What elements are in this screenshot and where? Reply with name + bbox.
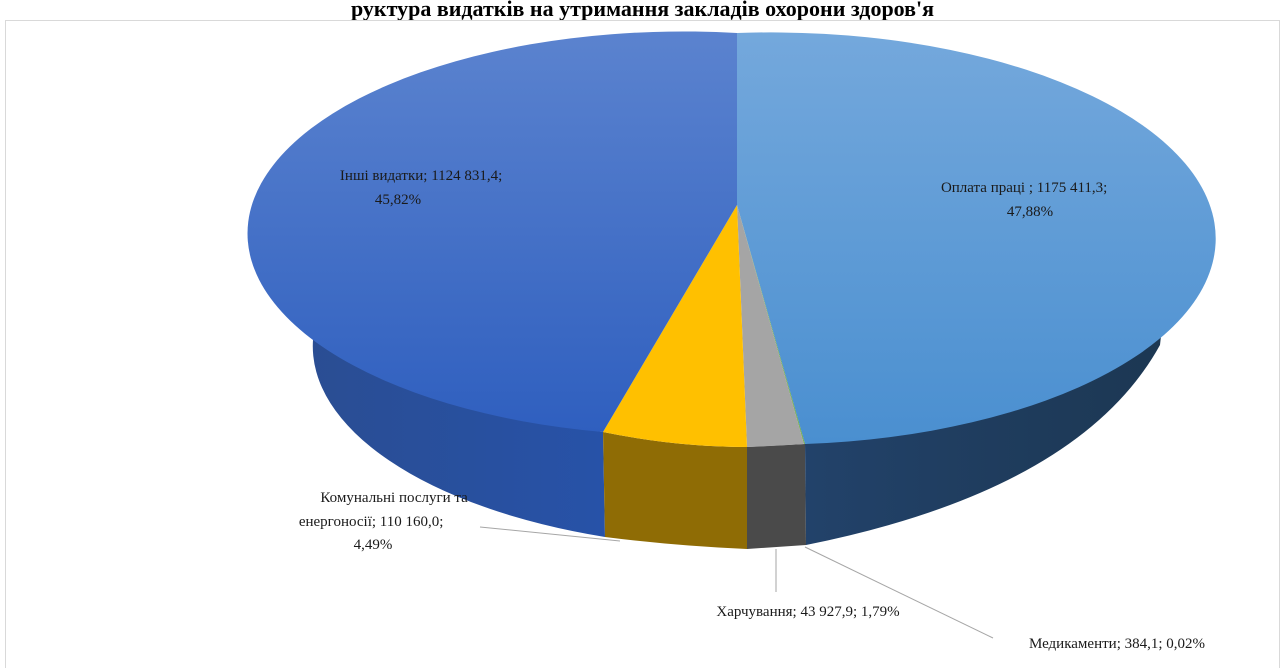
leader-utilities — [479, 526, 621, 542]
label-other-line2: 45,82% — [375, 192, 421, 208]
pie-top — [247, 31, 1216, 447]
label-utilities: Комунальні послуги та енергоносії; 110 1… — [299, 490, 472, 553]
label-pay: Оплата праці ; 1175 411,3; 47,88% — [941, 180, 1111, 220]
slice-utilities[interactable] — [603, 205, 747, 447]
label-meds: Медикаменти; 384,1; 0,02% — [1029, 636, 1205, 652]
slice-pay[interactable] — [737, 32, 1216, 444]
label-other-line1: Інші видатки; 1124 831,4; — [340, 168, 502, 184]
label-utilities-line1: Комунальні послуги та — [320, 490, 468, 506]
label-food: Харчування; 43 927,9; 1,79% — [716, 604, 899, 620]
slice-other[interactable] — [247, 31, 737, 433]
leader-meds — [804, 546, 994, 639]
label-pay-line2: 47,88% — [1007, 204, 1053, 220]
side-other — [299, 235, 605, 537]
leader-lines — [479, 526, 994, 639]
side-food — [747, 444, 806, 549]
slice-food[interactable] — [737, 205, 804, 447]
label-pay-line1: Оплата праці ; 1175 411,3; — [941, 180, 1107, 196]
side-utilities — [603, 432, 747, 549]
chart-title: руктура видатків на утримання закладів о… — [350, 0, 935, 21]
label-utilities-line3: 4,49% — [354, 537, 393, 553]
label-utilities-line2: енергоносії; 110 160,0; — [299, 514, 444, 530]
slice-meds[interactable] — [737, 205, 805, 444]
chart-frame — [5, 20, 1280, 668]
label-other: Інші видатки; 1124 831,4; 45,82% — [340, 168, 506, 208]
data-labels: Інші видатки; 1124 831,4; 45,82% Оплата … — [299, 168, 1205, 652]
